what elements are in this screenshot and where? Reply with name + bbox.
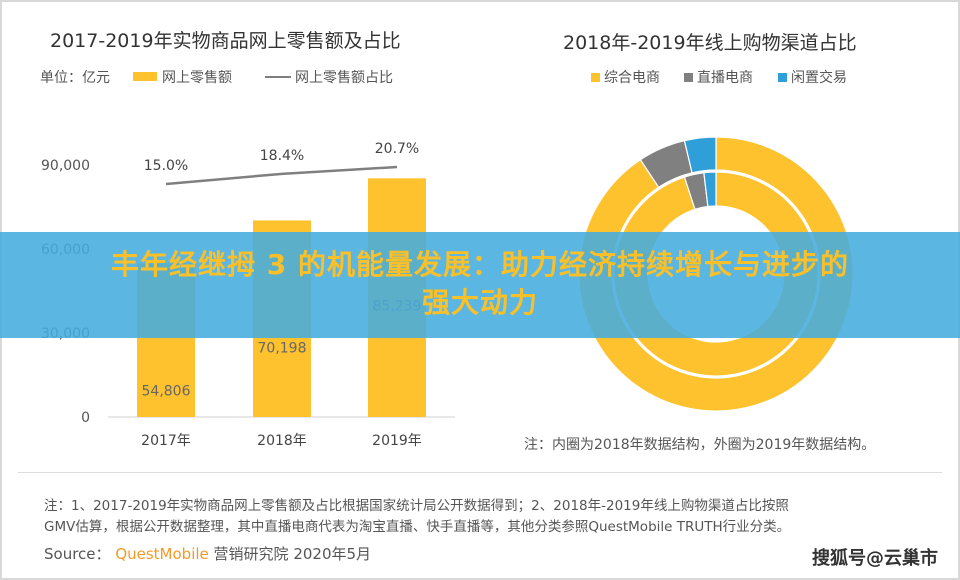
headline-line2: 强大动力	[421, 286, 538, 319]
x-tick-label: 2017年	[141, 433, 191, 449]
source-brand: QuestMobile	[115, 545, 209, 563]
line-value-label: 15.0%	[144, 158, 188, 174]
legend-swatch-xianzhi	[778, 73, 787, 82]
footnote-2: GMV估算，根据公开数据整理，其中直播电商代表为淘宝直播、快手直播等，其他分类参…	[44, 519, 791, 535]
x-tick-label: 2019年	[372, 433, 422, 449]
legend-label-zonghe: 综合电商	[604, 70, 660, 86]
chart1-title: 2017-2019年实物商品网上零售额及占比	[50, 30, 401, 52]
source-line: Source： QuestMobile 营销研究院 2020年5月	[44, 543, 371, 564]
bar-value-label: 70,198	[258, 340, 307, 356]
donut-note: 注：内圈为2018年数据结构，外圈为2019年数据结构。	[524, 437, 876, 453]
y-tick-label: 0	[81, 410, 90, 426]
legend-bar-swatch	[133, 72, 157, 81]
headline-banner	[0, 232, 960, 338]
legend-swatch-zhibo	[684, 73, 693, 82]
chart2-title: 2018年-2019年线上购物渠道占比	[563, 32, 857, 54]
footer-divider	[18, 472, 942, 473]
line-value-label: 20.7%	[375, 141, 419, 157]
legend-line-label: 网上零售额占比	[295, 70, 393, 86]
legend-bar-label: 网上零售额	[162, 70, 232, 86]
headline-line1: 丰年经继拇 3 的机能量发展：助力经济持续增长与进步的	[111, 248, 849, 281]
legend-label-xianzhi: 闲置交易	[791, 70, 847, 86]
bar-value-label: 54,806	[142, 384, 191, 400]
source-label: Source：	[44, 545, 111, 563]
headline-text: 丰年经继拇 3 的机能量发展：助力经济持续增长与进步的 强大动力	[0, 246, 960, 322]
watermark: 搜狐号@云巢市	[812, 548, 938, 569]
footnote-1: 注：1、2017-2019年实物商品网上零售额及占比根据国家统计局公开数据得到；…	[44, 498, 789, 514]
y-tick-label: 90,000	[41, 158, 90, 174]
share-line	[165, 165, 398, 186]
source-rest: 营销研究院 2020年5月	[213, 545, 372, 563]
legend-line-swatch	[265, 76, 291, 78]
legend-label-zhibo: 直播电商	[697, 70, 753, 86]
legend-swatch-zonghe	[591, 73, 600, 82]
x-tick-label: 2018年	[257, 433, 307, 449]
unit-label: 单位：亿元	[40, 70, 110, 86]
line-value-label: 18.4%	[260, 148, 304, 164]
